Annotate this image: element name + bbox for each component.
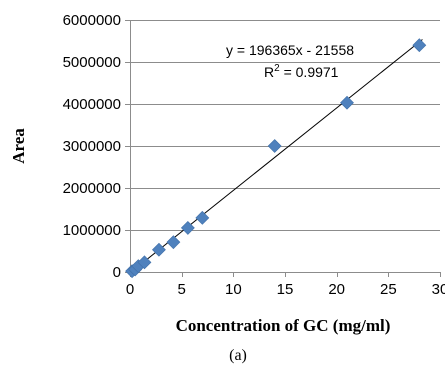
data-point-10: [412, 38, 427, 53]
data-point-5: [166, 235, 181, 250]
data-point-9: [340, 95, 354, 110]
x-tick-label-0: 0: [126, 281, 134, 298]
x-axis-title: Concentration of GC (mg/ml): [176, 316, 391, 335]
gridlines: [130, 20, 440, 231]
y-tick-label-0: 0: [113, 264, 121, 281]
y-axis-title: Area: [9, 128, 28, 164]
r-squared-label: R2 = 0.9971: [264, 63, 339, 80]
trendline-group: [129, 39, 423, 274]
data-point-4: [152, 242, 166, 257]
r-squared-prefix: R: [264, 64, 274, 80]
tick-labels: 0 1000000 2000000 3000000 4000000 5000000 6000…: [63, 12, 445, 298]
data-point-8: [267, 139, 282, 153]
x-tick-label-2: 10: [225, 281, 242, 298]
x-tick-label-1: 5: [177, 281, 185, 298]
x-tick-label-3: 15: [277, 281, 294, 298]
x-tick-label-4: 20: [328, 281, 345, 298]
r-squared-superscript: 2: [274, 63, 280, 74]
y-tick-label-5: 5000000: [63, 54, 121, 71]
figure-caption: (a): [229, 347, 247, 364]
data-point-6: [180, 220, 195, 235]
y-tick-label-6: 6000000: [63, 12, 121, 29]
r-squared-value: = 0.9971: [280, 64, 339, 80]
x-tick-label-6: 30: [432, 281, 445, 298]
data-point-3: [137, 255, 152, 270]
data-points: [125, 38, 427, 279]
y-tick-label-3: 3000000: [63, 138, 121, 155]
y-tick-label-2: 2000000: [63, 180, 121, 197]
y-tick-label-1: 1000000: [63, 222, 121, 239]
y-tick-label-4: 4000000: [63, 96, 121, 113]
trendline-equation: y = 196365x - 21558: [226, 42, 354, 58]
data-point-7: [195, 210, 210, 225]
axes: [125, 20, 441, 277]
trendline: [129, 39, 423, 274]
x-tick-label-5: 25: [380, 281, 397, 298]
